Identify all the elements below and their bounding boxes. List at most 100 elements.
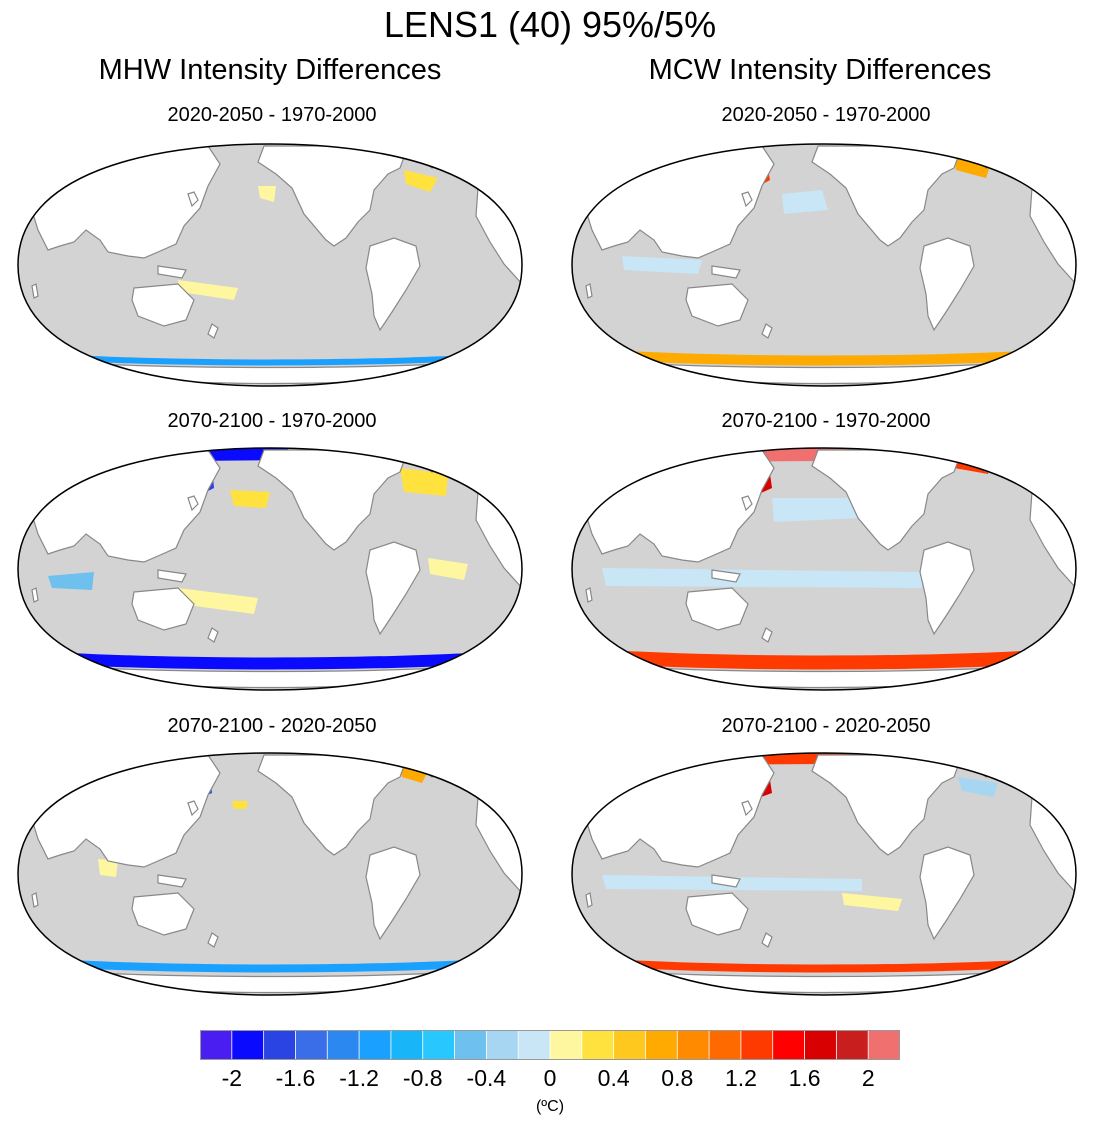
colorbar-swatch: [740, 1030, 774, 1060]
europe-land: [1001, 455, 1069, 485]
new-zealand-land: [207, 323, 219, 339]
colorbar-tick-label: -1.6: [275, 1065, 316, 1091]
map-frame: [571, 143, 1077, 387]
new-zealand-land: [207, 627, 219, 643]
colorbar-tick-label: -0.8: [402, 1065, 443, 1091]
australia-land: [131, 892, 195, 936]
japan-land: [187, 800, 199, 817]
gulf-stream-anomaly: [404, 170, 438, 192]
north-pacific-anomaly: [230, 490, 270, 508]
arctic-anomaly: [98, 144, 128, 154]
europe-land: [447, 151, 515, 181]
new-guinea-land: [711, 265, 741, 279]
colorbar-swatch: [772, 1030, 806, 1060]
new-zealand-land: [761, 627, 773, 643]
colorbar-swatch: [581, 1030, 615, 1060]
colorbar-tick-label: -1.2: [339, 1065, 379, 1091]
colorbar-swatch: [645, 1030, 678, 1060]
tropical-anomaly: [98, 859, 118, 877]
new-guinea-land: [711, 874, 741, 888]
new-guinea-land: [157, 265, 187, 279]
colorbar-swatch: [517, 1030, 551, 1060]
colorbar-swatch: [326, 1030, 360, 1060]
colorbar-swatch: [549, 1030, 583, 1060]
column-title-mhw: MHW Intensity Differences: [98, 54, 442, 86]
southern-ocean-anomaly: [28, 957, 512, 973]
colorbar-tick-label: 0: [543, 1065, 557, 1091]
australia-land: [685, 587, 749, 631]
north-america-land: [811, 145, 963, 247]
colorbar-units: (ºC): [535, 1098, 565, 1115]
arctic-anomaly: [78, 753, 138, 765]
colorbar-tick-label: 1.2: [724, 1065, 757, 1091]
colorbar-swatch: [613, 1030, 647, 1060]
japan-land: [187, 191, 199, 208]
panel-title-mhw-row3: 2070-2100 - 2020-2050: [167, 715, 377, 737]
south-america-land: [919, 846, 975, 941]
panel-title-mcw-row3: 2070-2100 - 2020-2050: [721, 715, 931, 737]
north-america-land: [811, 754, 963, 856]
colorbar-swatch: [200, 1030, 233, 1060]
australia-land: [131, 283, 195, 327]
southern-ocean-anomaly: [582, 957, 1066, 973]
map-mhw-2070-2100-vs-2020-2050: [17, 752, 523, 996]
north-atlantic-anomaly: [958, 777, 998, 797]
figure-title: LENS1 (40) 95%/5%: [383, 4, 717, 45]
pacific-anomaly: [178, 280, 238, 300]
madagascar-land: [31, 587, 39, 603]
colorbar-swatch: [295, 1030, 328, 1060]
new-zealand-land: [761, 932, 773, 948]
map-frame: [17, 752, 523, 996]
japan-land: [741, 191, 753, 208]
north-pacific-anomaly: [782, 190, 828, 214]
colorbar-swatch: [454, 1030, 488, 1060]
subtropical-anomaly: [842, 893, 902, 911]
panel-title-mcw-row1: 2020-2050 - 1970-2000: [721, 104, 931, 126]
europe-land: [447, 455, 515, 485]
north-america-land: [257, 754, 409, 856]
new-zealand-land: [207, 932, 219, 948]
panel-title-mhw-row1: 2020-2050 - 1970-2000: [167, 104, 377, 126]
colorbar-tick-label: 1.6: [788, 1065, 821, 1091]
europe-land: [1001, 760, 1069, 790]
north-america-land: [257, 449, 409, 551]
colorbar-tick-label: 0.8: [661, 1065, 694, 1091]
japan-land: [187, 495, 199, 512]
colorbar-swatch: [358, 1030, 392, 1060]
north-atlantic-anomaly: [400, 468, 448, 496]
colorbar-swatch: [263, 1030, 297, 1060]
madagascar-land: [585, 892, 593, 908]
madagascar-land: [31, 283, 39, 299]
panel-title-mhw-row2: 2070-2100 - 1970-2000: [167, 410, 377, 432]
europe-land: [1001, 151, 1069, 181]
colorbar: [200, 1030, 900, 1060]
colorbar-swatch: [676, 1030, 710, 1060]
madagascar-land: [585, 587, 593, 603]
colorbar-swatch: [835, 1030, 869, 1060]
colorbar-swatch: [422, 1030, 456, 1060]
colorbar-swatch: [867, 1030, 900, 1060]
column-title-mcw: MCW Intensity Differences: [648, 54, 992, 86]
madagascar-land: [585, 283, 593, 299]
north-america-land: [257, 145, 409, 247]
southern-ocean-anomaly: [28, 650, 512, 670]
southern-ocean-anomaly: [582, 348, 1066, 366]
europe-land: [447, 760, 515, 790]
atlantic-anomaly: [428, 558, 468, 580]
panel-title-mcw-row2: 2070-2100 - 1970-2000: [721, 410, 931, 432]
map-frame: [571, 752, 1077, 996]
new-guinea-land: [157, 569, 187, 583]
map-mhw-2070-2100-vs-1970-2000: [17, 447, 523, 691]
tropical-anomaly: [178, 588, 258, 614]
map-frame: [17, 447, 523, 691]
colorbar-swatch: [231, 1030, 265, 1060]
south-america-land: [365, 237, 421, 332]
new-zealand-land: [761, 323, 773, 339]
colorbar-swatch: [804, 1030, 838, 1060]
map-frame: [17, 143, 523, 387]
tropical-anomaly: [622, 256, 702, 274]
south-america-land: [919, 237, 975, 332]
map-frame: [571, 447, 1077, 691]
map-mcw-2070-2100-vs-1970-2000: [571, 447, 1077, 691]
southern-ocean-anomaly: [28, 352, 512, 366]
